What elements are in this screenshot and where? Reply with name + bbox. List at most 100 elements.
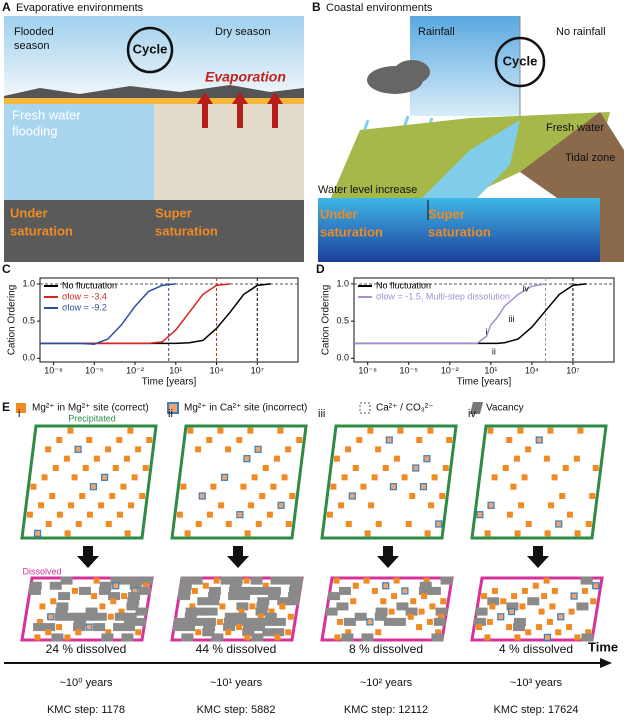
sea — [318, 198, 600, 262]
mg-correct — [36, 618, 43, 625]
vacancy — [224, 612, 237, 621]
vacancy — [110, 576, 123, 585]
vacancy — [343, 617, 356, 626]
mg-correct — [547, 427, 554, 434]
mg-correct — [82, 465, 89, 471]
mg-correct — [481, 593, 488, 600]
x-tick-label: 10⁴ — [210, 365, 224, 375]
mg-correct — [410, 598, 417, 605]
vacancy — [138, 586, 151, 595]
mg-correct — [544, 530, 551, 537]
mg-correct — [184, 530, 191, 537]
mg-correct — [476, 624, 483, 631]
dissolved-percent: 24 % dissolved — [46, 642, 127, 656]
mg-correct — [424, 530, 431, 537]
mg-correct — [75, 629, 82, 636]
river — [420, 120, 520, 205]
mg-correct — [195, 446, 202, 453]
vacancy — [263, 617, 276, 626]
mg-correct — [86, 437, 93, 443]
mg-correct — [427, 427, 434, 434]
mg-correct — [127, 427, 134, 434]
mg-correct — [244, 530, 251, 537]
label: Cycle — [133, 41, 168, 56]
lattice-frame — [170, 424, 308, 540]
mg-correct — [124, 530, 131, 537]
panel-title: Coastal environments — [326, 2, 433, 14]
mg-correct — [99, 603, 106, 610]
mountains — [4, 85, 304, 100]
mg-correct — [566, 624, 573, 631]
mg-correct — [407, 613, 414, 620]
vacancy — [270, 576, 283, 585]
label: Dry season — [215, 26, 271, 38]
mg-correct — [210, 483, 217, 490]
mg-correct — [555, 629, 562, 636]
mg-correct — [548, 502, 555, 509]
mg-correct — [266, 511, 273, 518]
mg-correct — [397, 427, 404, 434]
mg-incorrect — [198, 492, 206, 500]
mg-correct — [45, 629, 52, 636]
mg-correct — [247, 427, 254, 434]
mg-incorrect — [412, 464, 420, 472]
vacancy — [234, 612, 247, 621]
mg-correct — [326, 511, 333, 518]
label: No rainfall — [556, 26, 606, 38]
vacancy — [405, 607, 418, 616]
label: saturation — [428, 224, 491, 239]
mg-correct — [428, 502, 435, 509]
vacancy — [223, 623, 236, 632]
lattice — [470, 424, 608, 540]
vacancy — [220, 576, 233, 585]
mg-correct — [574, 634, 581, 641]
mg-correct — [426, 618, 433, 625]
mg-correct — [590, 598, 597, 605]
mg-incorrect — [476, 511, 484, 519]
mg-correct — [511, 593, 518, 600]
mg-correct — [525, 521, 532, 527]
mg-correct — [541, 593, 548, 600]
vacancy — [54, 612, 67, 621]
mg-correct — [34, 634, 41, 641]
lattice — [170, 576, 304, 642]
vacancy — [338, 586, 351, 595]
mg-correct — [118, 608, 125, 615]
vacancy — [475, 607, 488, 616]
mg-correct — [56, 437, 63, 443]
x-tick-label: 10⁻⁵ — [85, 365, 104, 375]
mg-correct — [446, 437, 453, 443]
x-tick-label: 10⁷ — [566, 365, 579, 375]
label: Flooded — [14, 26, 54, 38]
mg-correct — [110, 598, 117, 605]
mg-correct — [187, 427, 194, 434]
mg-correct — [350, 598, 357, 605]
mg-correct — [543, 455, 550, 462]
mg-correct — [360, 483, 367, 490]
mg-correct — [296, 437, 303, 443]
vacancy — [203, 623, 216, 632]
mg-correct — [506, 437, 513, 443]
vacancy — [251, 633, 264, 642]
x-tick-label: 10¹ — [484, 365, 497, 375]
mg-incorrect — [419, 483, 428, 491]
vacancy — [28, 586, 41, 595]
vacancy — [280, 576, 293, 585]
mg-incorrect — [243, 455, 251, 463]
y-axis-label: Cation Ordering — [321, 285, 332, 356]
vacancy — [336, 602, 349, 611]
mg-correct — [510, 483, 517, 490]
mg-correct — [86, 511, 93, 518]
time-scale: ~10¹ years — [210, 677, 263, 689]
label: Evaporation — [205, 69, 286, 85]
vacancy — [211, 633, 224, 642]
mg-correct — [440, 598, 447, 605]
mg-correct — [502, 465, 509, 471]
arrows — [197, 92, 283, 128]
kmc-step: KMC step: 17624 — [494, 704, 579, 716]
vacancy — [185, 607, 198, 616]
mg-correct — [240, 483, 247, 490]
x-axis-label: Time [years] — [457, 377, 512, 388]
x-tick-label: 10⁴ — [525, 365, 539, 375]
